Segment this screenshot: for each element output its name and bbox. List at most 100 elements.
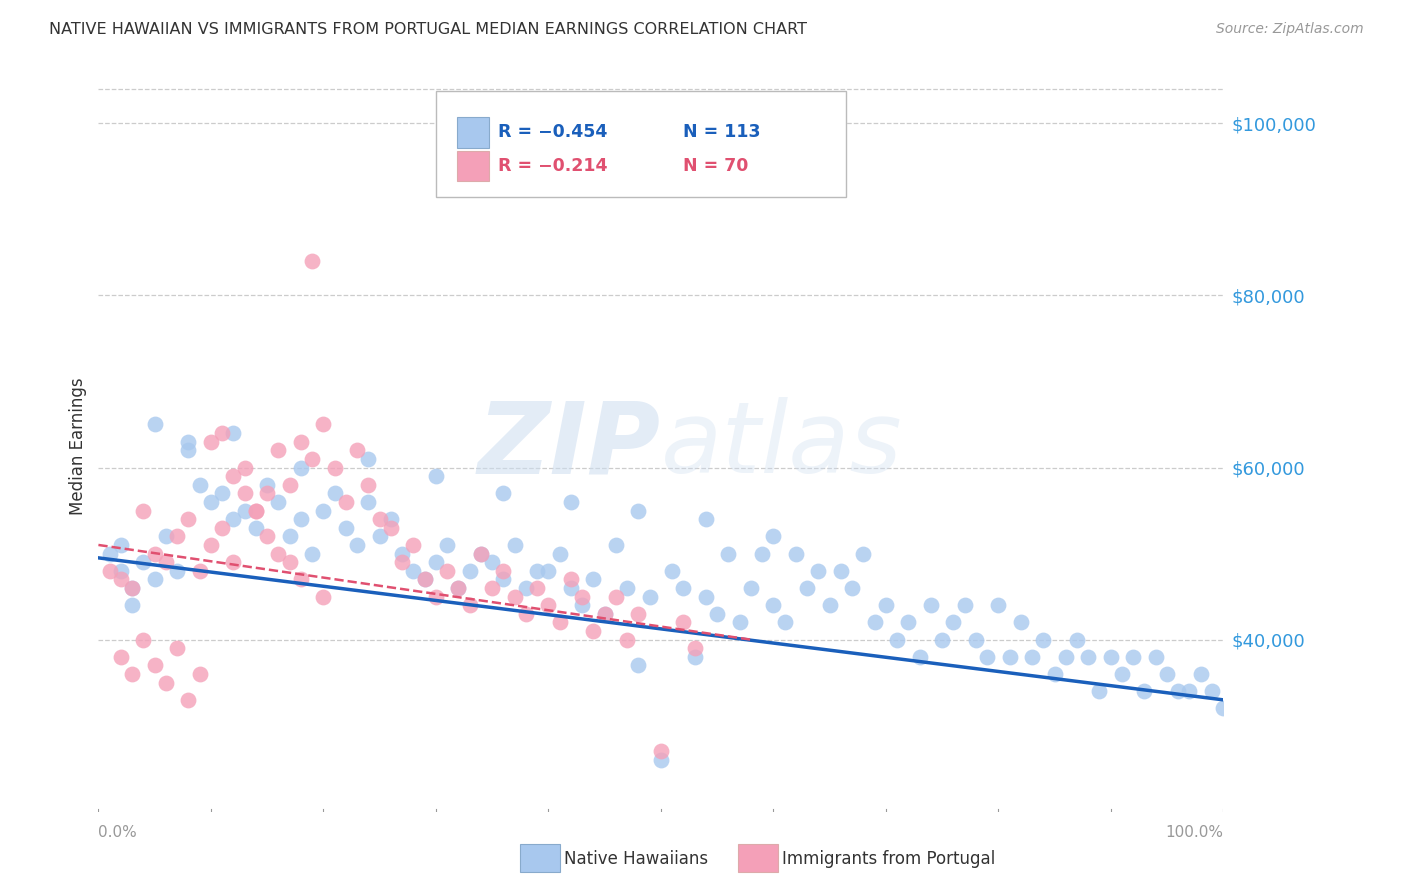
Point [222,555,245,569]
Point [492,486,515,500]
Point [627,607,650,621]
Point [301,451,323,466]
Point [1077,649,1099,664]
Point [582,624,605,638]
Point [537,564,560,578]
Point [200,538,222,552]
Point [132,555,155,569]
Point [121,581,143,595]
Point [1043,667,1066,681]
Point [391,547,413,561]
Point [470,547,492,561]
Point [425,469,447,483]
Point [1088,684,1111,698]
Text: N = 113: N = 113 [683,123,761,142]
Point [526,564,548,578]
Point [503,590,526,604]
Point [312,503,335,517]
Point [278,477,301,491]
Point [998,649,1021,664]
Point [335,495,357,509]
Point [211,426,233,441]
Point [110,573,132,587]
Text: 0.0%: 0.0% [98,824,138,839]
Point [1212,701,1234,715]
Point [1032,632,1054,647]
Point [402,564,425,578]
Point [222,469,245,483]
Point [672,581,695,595]
Point [650,753,672,767]
Point [627,658,650,673]
Point [706,607,728,621]
Point [211,486,233,500]
Point [357,451,380,466]
Point [177,693,200,707]
Point [335,521,357,535]
Point [818,598,841,612]
Point [155,555,177,569]
Point [166,529,188,543]
Point [256,529,278,543]
Point [110,649,132,664]
Point [155,529,177,543]
Point [98,564,121,578]
Point [548,547,571,561]
Point [166,641,188,656]
Text: NATIVE HAWAIIAN VS IMMIGRANTS FROM PORTUGAL MEDIAN EARNINGS CORRELATION CHART: NATIVE HAWAIIAN VS IMMIGRANTS FROM PORTU… [49,22,807,37]
Point [1054,649,1077,664]
Point [503,538,526,552]
Point [875,598,897,612]
Point [436,564,458,578]
Point [278,529,301,543]
Point [188,667,211,681]
Point [571,590,593,604]
Point [515,581,537,595]
Point [278,555,301,569]
Point [672,615,695,630]
Point [132,632,155,647]
Point [222,426,245,441]
Point [188,564,211,578]
Point [908,649,931,664]
Point [1156,667,1178,681]
Point [942,615,965,630]
Point [143,417,166,432]
Point [177,434,200,449]
Point [110,538,132,552]
Text: Source: ZipAtlas.com: Source: ZipAtlas.com [1216,22,1364,37]
Y-axis label: Median Earnings: Median Earnings [69,377,87,515]
Point [740,581,762,595]
Point [886,632,908,647]
Point [650,744,672,758]
Point [638,590,661,604]
Point [143,658,166,673]
Point [965,632,987,647]
Point [121,581,143,595]
Point [728,615,751,630]
Point [357,477,380,491]
Point [1201,684,1223,698]
Point [1122,649,1144,664]
Point [1111,667,1133,681]
Point [121,598,143,612]
Point [863,615,886,630]
Point [211,521,233,535]
Point [953,598,976,612]
Point [166,564,188,578]
Point [233,486,256,500]
Point [897,615,920,630]
Point [560,495,582,509]
Point [312,590,335,604]
Point [233,460,256,475]
Point [762,529,785,543]
Point [1144,649,1167,664]
Point [200,434,222,449]
Point [368,512,391,526]
Point [245,521,267,535]
Point [976,649,998,664]
FancyBboxPatch shape [436,91,846,197]
Point [605,538,627,552]
Point [188,477,211,491]
Point [526,581,548,595]
